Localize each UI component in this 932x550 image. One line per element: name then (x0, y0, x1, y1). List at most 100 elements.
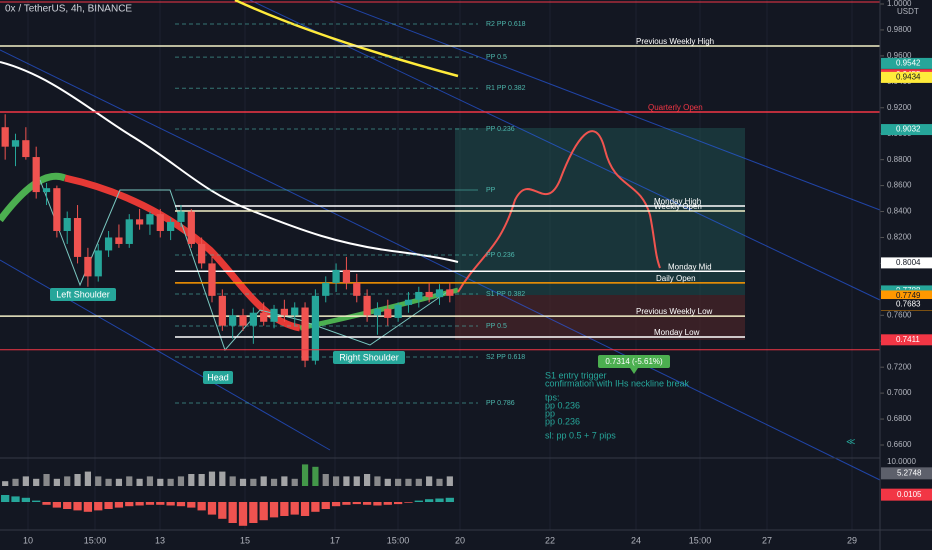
macd-bar (114, 502, 124, 508)
macd-bar (259, 502, 268, 521)
volume-bar (446, 476, 453, 486)
pivot-label: R1 PP 0.382 (486, 85, 526, 92)
price-tag-label: 0.8004 (896, 258, 921, 267)
level-label: Daily Open (656, 274, 696, 283)
volume-bar (53, 478, 60, 486)
macd-bar (125, 502, 134, 507)
volume-bar (301, 464, 309, 486)
pattern-label-box (50, 288, 116, 301)
macd-bar (238, 502, 248, 526)
candle-body (291, 307, 299, 316)
y-tick-label: 0.8800 (887, 155, 912, 164)
candle-body (32, 157, 40, 193)
level-label: Previous Weekly High (636, 37, 714, 46)
pivot-label: PP 0.236 (486, 252, 515, 259)
volume-bar (405, 478, 412, 486)
volume-bar (415, 478, 422, 486)
level-label: Quarterly Open (648, 103, 703, 112)
candle-body (115, 237, 123, 244)
y-tick-label: 0.7600 (887, 310, 912, 319)
volume-bar (126, 476, 133, 486)
level-label: Weekly Open (654, 202, 702, 211)
volume-bar (374, 476, 381, 486)
volume-bar (33, 478, 40, 486)
y-tick-label: 0.9600 (887, 51, 912, 60)
y-tick-label: 0.7200 (887, 362, 912, 371)
x-tick-label: 20 (455, 535, 465, 545)
candle-body (384, 308, 392, 318)
volume-bar (84, 471, 91, 486)
macd-bar (32, 500, 41, 502)
x-tick-label: 17 (330, 535, 340, 545)
volume-bar (167, 478, 174, 486)
price-tag (881, 57, 932, 69)
volume-bar (95, 476, 102, 486)
y-tick-label: 0.8600 (887, 181, 912, 190)
candle-body (363, 295, 371, 316)
volume-bar (426, 476, 433, 486)
candle-body (218, 295, 226, 326)
macd-bar (311, 502, 320, 512)
y-tick-label: 0.7000 (887, 388, 912, 397)
x-tick-label: 15:00 (84, 535, 107, 545)
y-tick-label: 0.6600 (887, 440, 912, 449)
candle-body (73, 218, 82, 257)
x-tick-label: 10 (23, 535, 33, 545)
candle-body (353, 282, 361, 296)
note: pp 0.236 (545, 416, 580, 426)
candle-body (63, 218, 71, 231)
volume-bar (105, 478, 112, 486)
chart-title: 0x / TetherUS, 4h, BINANCE (5, 4, 132, 15)
target-box (598, 355, 670, 368)
candle-body (104, 237, 113, 251)
y-tick-label: 0.9200 (887, 103, 912, 112)
candle-body (156, 214, 164, 231)
volume-bar (219, 471, 226, 486)
candle-body (11, 140, 20, 147)
candle-body (270, 308, 278, 322)
volume-bar (146, 476, 154, 486)
macd-bar (42, 502, 51, 505)
macd-tag-label: 0.0105 (897, 490, 922, 499)
x-tick-label: 15 (240, 535, 250, 545)
volume-bar (188, 474, 195, 486)
stop-zone (455, 295, 745, 340)
level-label: Monday Mid (668, 262, 712, 271)
volume-bar (281, 476, 288, 486)
note: S1 entry trigger (545, 370, 607, 380)
candle-body (373, 308, 382, 316)
volume-bar (395, 478, 402, 486)
price-tag (881, 334, 932, 346)
candle-body (342, 269, 351, 283)
pivot-label: PP 0.5 (486, 323, 507, 330)
pattern-label-box (203, 371, 233, 384)
price-tag-label: 0.9032 (896, 125, 921, 134)
macd-bar (176, 502, 186, 507)
pivot-label: PP 0.5 (486, 54, 507, 61)
volume-bar (250, 478, 257, 486)
candle-body (415, 291, 423, 300)
volume-bar (12, 478, 19, 486)
macd-bar (1, 495, 10, 502)
x-tick-label: 13 (155, 535, 165, 545)
macd-bar (321, 502, 330, 509)
level-label: Previous Weekly Low (636, 307, 713, 316)
volume-tag-label: 5.2748 (897, 468, 922, 477)
level-label: Monday High (654, 197, 701, 206)
candle-body (94, 250, 102, 277)
price-tag-label: 0.9434 (896, 73, 921, 82)
price-tag-label: 0.9542 (896, 59, 921, 68)
volume-bar (22, 476, 29, 486)
macd-bar (393, 502, 403, 505)
candle-body (229, 315, 237, 326)
candle-body (167, 221, 175, 231)
volume-bar (208, 471, 216, 486)
candle-body (280, 308, 288, 316)
pivot-label: S1 PP 0.382 (486, 291, 525, 298)
macd-bar (218, 502, 227, 519)
macd-bar (94, 502, 103, 511)
candle-body (146, 214, 154, 225)
pivot-label: PP (486, 187, 496, 194)
macd-bar (352, 502, 361, 505)
